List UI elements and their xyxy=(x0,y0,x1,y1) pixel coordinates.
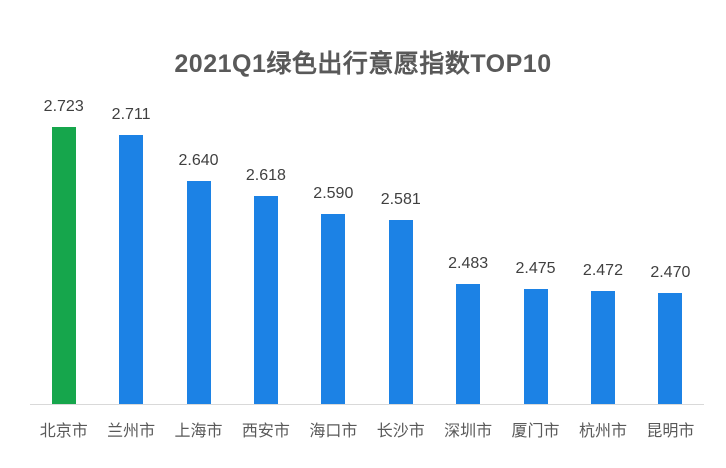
bar xyxy=(388,220,413,404)
bar-column: 2.581 xyxy=(367,86,434,404)
bar-column: 2.711 xyxy=(97,86,164,404)
category-label: 长沙市 xyxy=(376,423,425,440)
bar-value-label: 2.590 xyxy=(313,185,354,203)
bar-column: 2.475 xyxy=(502,86,569,404)
bar-value-label: 2.475 xyxy=(515,260,556,278)
bar-value-label: 2.581 xyxy=(380,191,421,209)
bar xyxy=(186,181,211,404)
bar xyxy=(523,289,548,404)
bar xyxy=(253,196,278,404)
bar-column: 2.590 xyxy=(300,86,367,404)
bar-column: 2.723 xyxy=(30,86,97,404)
bar-column: 2.640 xyxy=(165,86,232,404)
bar xyxy=(119,135,144,404)
bar-value-label: 2.472 xyxy=(582,262,623,280)
bar-column: 2.618 xyxy=(232,86,299,404)
category-label: 昆明市 xyxy=(646,423,695,440)
bar-value-label: 2.618 xyxy=(245,167,286,185)
category-label: 深圳市 xyxy=(444,423,493,440)
bar-value-label: 2.723 xyxy=(43,98,84,116)
category-label: 兰州市 xyxy=(107,423,156,440)
category-label: 厦门市 xyxy=(511,423,560,440)
category-label: 上海市 xyxy=(174,423,223,440)
bar xyxy=(658,293,683,404)
bar-value-label: 2.711 xyxy=(111,106,151,124)
bar xyxy=(456,284,481,404)
category-label: 海口市 xyxy=(309,423,358,440)
category-label: 杭州市 xyxy=(578,423,627,440)
bar xyxy=(51,127,76,404)
category-label: 北京市 xyxy=(39,423,88,440)
bar xyxy=(590,291,615,404)
bar-value-label: 2.640 xyxy=(178,152,219,170)
bar-value-label: 2.470 xyxy=(650,264,691,282)
chart-title: 2021Q1绿色出行意愿指数TOP10 xyxy=(174,50,552,78)
bar-column: 2.470 xyxy=(637,86,704,404)
bar-value-label: 2.483 xyxy=(448,255,489,273)
category-label: 西安市 xyxy=(241,423,290,440)
bar-column: 2.472 xyxy=(569,86,636,404)
bar xyxy=(321,214,346,404)
plot-area: 2.723 2.711 2.640 2.618 2.590 2.581 2.483 2.475… xyxy=(30,86,704,405)
category-labels-row: 北京市 兰州市 上海市 西安市 海口市 长沙市 深圳市 厦门市 杭州市 昆明市 xyxy=(30,417,704,441)
bar-column: 2.483 xyxy=(434,86,501,404)
